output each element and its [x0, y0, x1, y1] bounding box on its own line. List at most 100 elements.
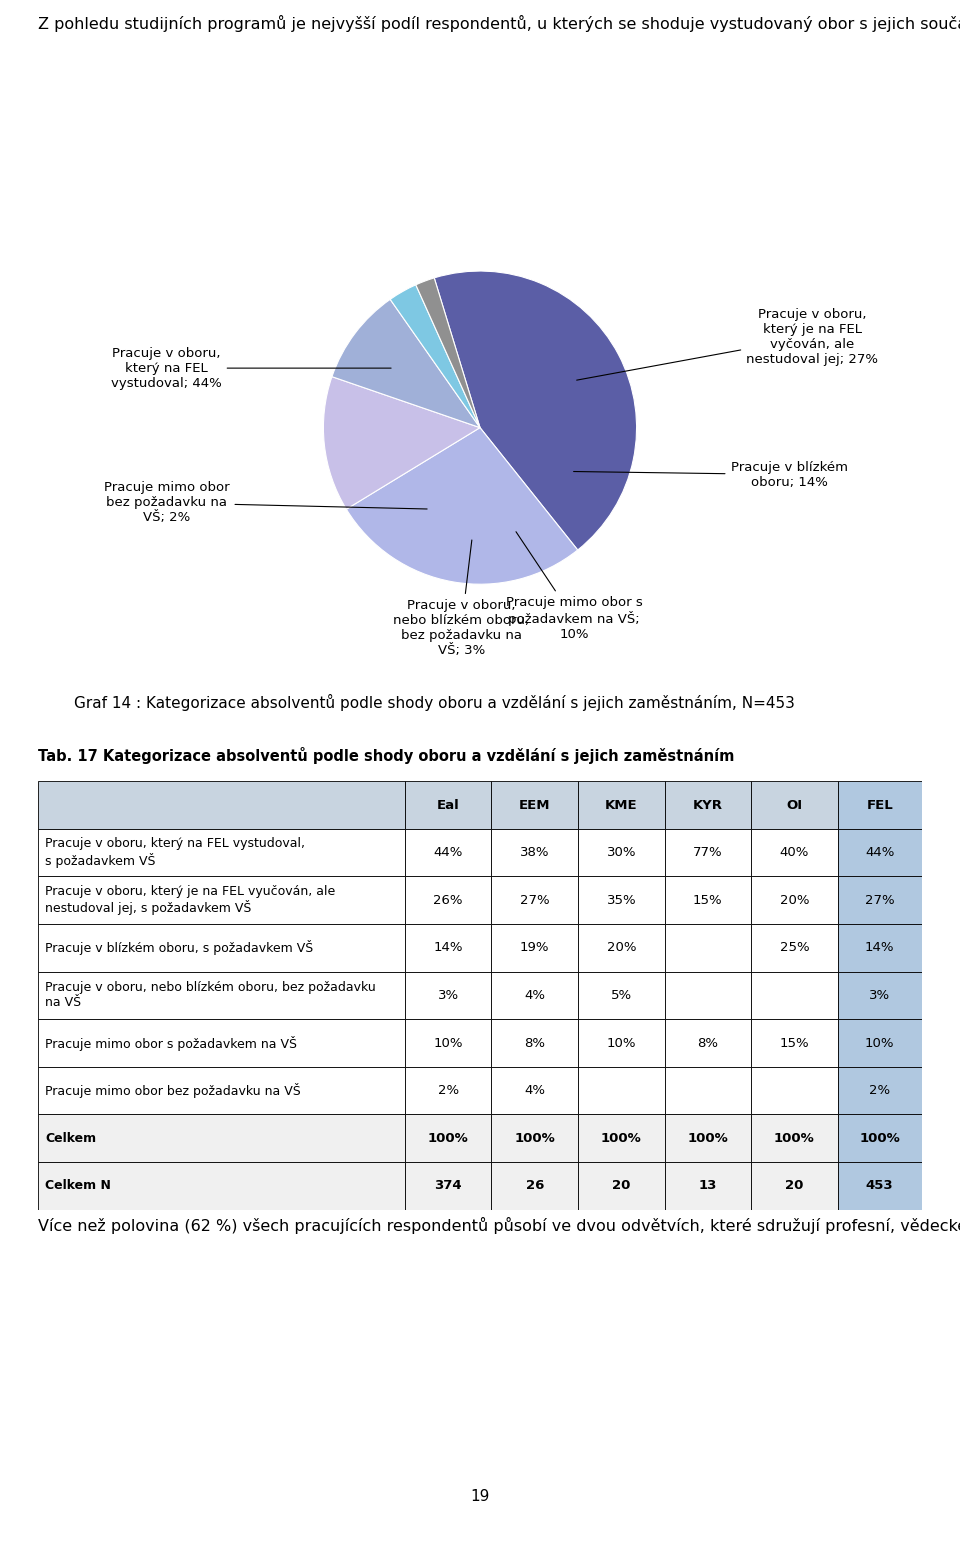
- Text: Pracuje v oboru, který na FEL vystudoval,
s požadavkem VŠ: Pracuje v oboru, který na FEL vystudoval…: [45, 837, 305, 868]
- Text: 44%: 44%: [865, 846, 895, 860]
- Bar: [838, 925, 922, 972]
- Text: Celkem N: Celkem N: [45, 1179, 111, 1193]
- Bar: [405, 781, 492, 829]
- Bar: [664, 1162, 751, 1210]
- Wedge shape: [416, 277, 480, 428]
- Text: 100%: 100%: [428, 1131, 468, 1145]
- Bar: [405, 829, 492, 877]
- Text: 19: 19: [470, 1489, 490, 1504]
- Text: FEL: FEL: [866, 798, 893, 812]
- Bar: [578, 925, 664, 972]
- Bar: [838, 781, 922, 829]
- Bar: [38, 1066, 405, 1114]
- Text: 25%: 25%: [780, 942, 809, 954]
- Text: KYR: KYR: [693, 798, 723, 812]
- Bar: [751, 925, 838, 972]
- Bar: [38, 972, 405, 1019]
- Text: Více než polovina (62 %) všech pracujících respondentů působí ve dvou odvětvích,: Více než polovina (62 %) všech pracující…: [38, 1217, 960, 1234]
- Text: 19%: 19%: [520, 942, 549, 954]
- Bar: [751, 1162, 838, 1210]
- Bar: [838, 972, 922, 1019]
- Text: 14%: 14%: [865, 942, 895, 954]
- Bar: [751, 829, 838, 877]
- Text: 35%: 35%: [607, 894, 636, 906]
- Text: 77%: 77%: [693, 846, 723, 860]
- Bar: [492, 781, 578, 829]
- Wedge shape: [390, 285, 480, 428]
- Text: 10%: 10%: [434, 1037, 463, 1049]
- Text: Z pohledu studijních programů je nejvyšší podíl respondentů, u kterých se shoduj: Z pohledu studijních programů je nejvyšš…: [38, 15, 960, 32]
- Bar: [38, 1114, 405, 1162]
- Text: 27%: 27%: [520, 894, 549, 906]
- Text: Pracuje mimo obor s
požadavkem na VŠ;
10%: Pracuje mimo obor s požadavkem na VŠ; 10…: [506, 532, 642, 641]
- Bar: [664, 1114, 751, 1162]
- Text: 374: 374: [434, 1179, 462, 1193]
- Bar: [38, 1162, 405, 1210]
- Text: 38%: 38%: [520, 846, 549, 860]
- Bar: [492, 877, 578, 925]
- Text: Tab. 17 Kategorizace absolventů podle shody oboru a vzdělání s jejich zaměstnání: Tab. 17 Kategorizace absolventů podle sh…: [38, 746, 734, 764]
- Text: 26%: 26%: [434, 894, 463, 906]
- Bar: [838, 1066, 922, 1114]
- Text: 15%: 15%: [693, 894, 723, 906]
- Bar: [578, 972, 664, 1019]
- Text: 100%: 100%: [774, 1131, 815, 1145]
- Text: 10%: 10%: [865, 1037, 895, 1049]
- Text: 20: 20: [612, 1179, 631, 1193]
- Bar: [838, 877, 922, 925]
- Bar: [578, 1114, 664, 1162]
- Text: 2%: 2%: [869, 1085, 890, 1097]
- Bar: [578, 1066, 664, 1114]
- Wedge shape: [324, 376, 480, 509]
- Text: 8%: 8%: [697, 1037, 718, 1049]
- Text: OI: OI: [786, 798, 803, 812]
- Bar: [838, 1162, 922, 1210]
- Bar: [838, 1114, 922, 1162]
- Bar: [405, 1162, 492, 1210]
- Bar: [838, 1019, 922, 1066]
- Bar: [578, 781, 664, 829]
- Text: 453: 453: [866, 1179, 894, 1193]
- Text: Pracuje v oboru,
který na FEL
vystudoval; 44%: Pracuje v oboru, který na FEL vystudoval…: [111, 347, 391, 390]
- Text: 13: 13: [699, 1179, 717, 1193]
- Bar: [405, 972, 492, 1019]
- Text: Pracuje mimo obor bez požadavku na VŠ: Pracuje mimo obor bez požadavku na VŠ: [45, 1083, 301, 1099]
- Text: 4%: 4%: [524, 1085, 545, 1097]
- Text: Pracuje v oboru, nebo blízkém oboru, bez požadavku
na VŠ: Pracuje v oboru, nebo blízkém oboru, bez…: [45, 982, 376, 1009]
- Text: 14%: 14%: [434, 942, 463, 954]
- Text: 3%: 3%: [438, 989, 459, 1002]
- Text: 15%: 15%: [780, 1037, 809, 1049]
- Text: Pracuje v oboru,
který je na FEL
vyčován, ale
nestudoval jej; 27%: Pracuje v oboru, který je na FEL vyčován…: [577, 308, 878, 381]
- Bar: [492, 1019, 578, 1066]
- Text: 10%: 10%: [607, 1037, 636, 1049]
- Bar: [751, 972, 838, 1019]
- Bar: [838, 829, 922, 877]
- Text: 20: 20: [785, 1179, 804, 1193]
- Bar: [751, 781, 838, 829]
- Text: EEM: EEM: [519, 798, 550, 812]
- Text: Graf 14 : Kategorizace absolventů podle shody oboru a vzdělání s jejich zaměstná: Graf 14 : Kategorizace absolventů podle …: [74, 693, 795, 712]
- Text: Pracuje mimo obor
bez požadavku na
VŠ; 2%: Pracuje mimo obor bez požadavku na VŠ; 2…: [104, 481, 427, 524]
- Text: 40%: 40%: [780, 846, 809, 860]
- Bar: [492, 1114, 578, 1162]
- Bar: [664, 829, 751, 877]
- Bar: [664, 925, 751, 972]
- Bar: [405, 1019, 492, 1066]
- Bar: [405, 877, 492, 925]
- Bar: [492, 1162, 578, 1210]
- Text: 30%: 30%: [607, 846, 636, 860]
- Bar: [38, 781, 405, 829]
- Text: 5%: 5%: [611, 989, 632, 1002]
- Bar: [578, 1162, 664, 1210]
- Text: KME: KME: [605, 798, 637, 812]
- Wedge shape: [332, 299, 480, 428]
- Text: 100%: 100%: [687, 1131, 729, 1145]
- Bar: [664, 781, 751, 829]
- Text: 100%: 100%: [515, 1131, 555, 1145]
- Text: 4%: 4%: [524, 989, 545, 1002]
- Bar: [492, 829, 578, 877]
- Bar: [38, 1019, 405, 1066]
- Bar: [578, 1019, 664, 1066]
- Text: Pracuje v oboru, který je na FEL vyučován, ale
nestudoval jej, s požadavkem VŠ: Pracuje v oboru, který je na FEL vyučová…: [45, 885, 336, 915]
- Text: Pracuje v blízkém oboru, s požadavkem VŠ: Pracuje v blízkém oboru, s požadavkem VŠ: [45, 940, 314, 955]
